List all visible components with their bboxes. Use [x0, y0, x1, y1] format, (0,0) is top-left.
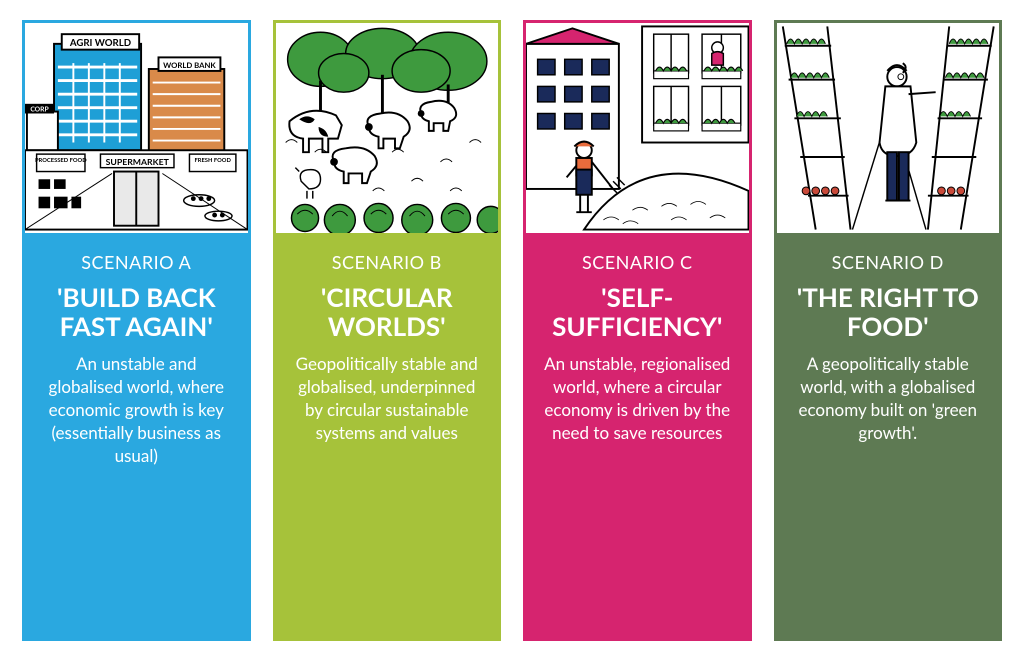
scenario-desc: An unstable and globalised world, where … — [43, 353, 230, 468]
scenario-title: 'CIRCULAR WORLDS' — [294, 283, 481, 341]
illustration-vertical-farm — [777, 23, 1000, 233]
card-body-a: SCENARIO A 'BUILD BACK FAST AGAIN' An un… — [25, 233, 248, 638]
illustration-cityscape-supermarket: AGRI WORLD WORLD BANK CORP SUPERMARKET P… — [25, 23, 248, 233]
scenario-card-c: SCENARIO C 'SELF-SUFFICIENCY' An unstabl… — [523, 20, 752, 641]
scenario-label: SCENARIO C — [544, 251, 731, 273]
scenario-desc: A geopolitically stable world, with a gl… — [795, 353, 982, 445]
illustration-urban-gardening — [526, 23, 749, 233]
scenario-title: 'THE RIGHT TO FOOD' — [795, 283, 982, 341]
scenario-desc: Geopolitically stable and globalised, un… — [294, 353, 481, 445]
scenario-label: SCENARIO B — [294, 251, 481, 273]
card-body-b: SCENARIO B 'CIRCULAR WORLDS' Geopolitica… — [276, 233, 499, 638]
illustration-farm-animals — [276, 23, 499, 233]
scenario-desc: An unstable, regionalised world, where a… — [544, 353, 731, 445]
card-body-c: SCENARIO C 'SELF-SUFFICIENCY' An unstabl… — [526, 233, 749, 638]
scenario-card-a: AGRI WORLD WORLD BANK CORP SUPERMARKET P… — [22, 20, 251, 641]
scenario-label: SCENARIO D — [795, 251, 982, 273]
illus-text-corp: CORP — [30, 106, 49, 114]
illus-text-agri-world: AGRI WORLD — [69, 37, 131, 49]
illus-text-processed: PROCESSED FOOD — [35, 157, 87, 164]
scenario-card-d: SCENARIO D 'THE RIGHT TO FOOD' A geopoli… — [774, 20, 1003, 641]
illus-text-fresh: FRESH FOOD — [194, 157, 231, 164]
scenario-title: 'BUILD BACK FAST AGAIN' — [43, 283, 230, 341]
scenario-title: 'SELF-SUFFICIENCY' — [544, 283, 731, 341]
scenario-label: SCENARIO A — [43, 251, 230, 273]
illus-text-supermarket: SUPERMARKET — [106, 156, 170, 167]
scenario-card-b: SCENARIO B 'CIRCULAR WORLDS' Geopolitica… — [273, 20, 502, 641]
card-body-d: SCENARIO D 'THE RIGHT TO FOOD' A geopoli… — [777, 233, 1000, 638]
scenario-cards-row: AGRI WORLD WORLD BANK CORP SUPERMARKET P… — [0, 0, 1024, 661]
illus-text-world-bank: WORLD BANK — [163, 60, 216, 70]
